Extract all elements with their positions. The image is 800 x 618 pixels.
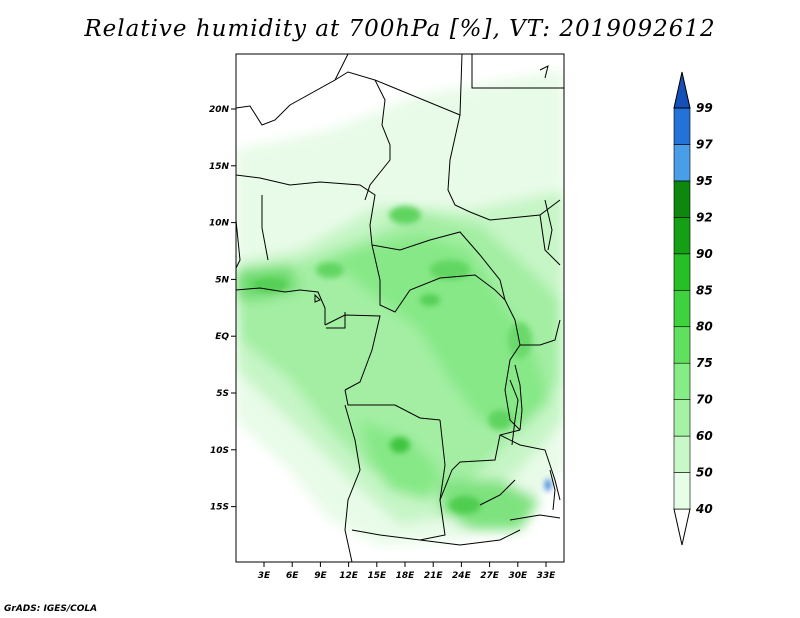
lat-tick-label: 5N	[215, 275, 229, 285]
country-borders	[236, 54, 564, 562]
colorbar-label: 60	[696, 429, 713, 443]
colorbar-label: 97	[696, 137, 713, 151]
colorbar-label: 80	[696, 320, 713, 334]
lon-tick-label: 27E	[480, 571, 500, 581]
colorbar-band	[673, 107, 691, 145]
colorbar-label: 70	[696, 393, 713, 407]
lon-tick-label: 24E	[452, 571, 472, 581]
lon-tick-label: 21E	[424, 571, 444, 581]
colorbar-band	[673, 180, 691, 218]
colorbar-label: 50	[696, 466, 713, 480]
lat-tick-label: 20N	[209, 105, 230, 115]
colorbar-label: 99	[696, 101, 713, 115]
colorbar-band	[673, 435, 691, 473]
colorbar-label: 85	[696, 283, 713, 297]
colorbar-band	[673, 144, 691, 182]
colorbar-band	[673, 217, 691, 255]
colorbar-band	[673, 472, 691, 510]
colorbar-lower-arrow	[673, 508, 691, 546]
colorbar-label: 75	[696, 356, 713, 370]
latitude-axis: 20N 15N 10N 5N EQ 5S 10S 15S	[209, 105, 236, 513]
colorbar: 40 50 60 70 75 80 85 90 92 95 97 99	[673, 71, 713, 546]
colorbar-band	[673, 289, 691, 328]
lat-tick-label: 10N	[209, 219, 230, 229]
lat-tick-label: 15S	[210, 503, 229, 513]
map-frame	[235, 53, 565, 563]
lon-tick-label: 12E	[339, 571, 359, 581]
longitude-axis: 3E 6E 9E 12E 15E 18E 21E 24E 27E 30E 33E	[258, 562, 556, 581]
lat-tick-label: 10S	[210, 446, 229, 456]
colorbar-band	[673, 326, 691, 364]
colorbar-band	[673, 362, 691, 400]
lon-tick-label: 6E	[286, 571, 299, 581]
lat-tick-label: 5S	[216, 389, 229, 399]
lon-tick-label: 3E	[258, 571, 271, 581]
lon-tick-label: 18E	[396, 571, 416, 581]
lon-tick-label: 9E	[314, 571, 327, 581]
lon-tick-label: 15E	[367, 571, 387, 581]
lat-tick-label: 15N	[209, 162, 230, 172]
lon-tick-label: 30E	[508, 571, 528, 581]
humidity-field	[236, 70, 564, 545]
colorbar-band	[673, 399, 691, 437]
colorbar-label: 95	[696, 174, 713, 188]
colorbar-label: 40	[695, 502, 713, 516]
grads-credit: GrADS: IGES/COLA	[4, 604, 98, 614]
colorbar-band	[673, 253, 691, 291]
lon-tick-label: 33E	[537, 571, 557, 581]
lat-tick-label: EQ	[215, 332, 229, 342]
colorbar-label: 92	[696, 210, 713, 224]
colorbar-upper-arrow	[673, 71, 691, 109]
colorbar-label: 90	[696, 247, 713, 261]
map-title: Relative humidity at 700hPa [%], VT: 201…	[84, 16, 716, 42]
